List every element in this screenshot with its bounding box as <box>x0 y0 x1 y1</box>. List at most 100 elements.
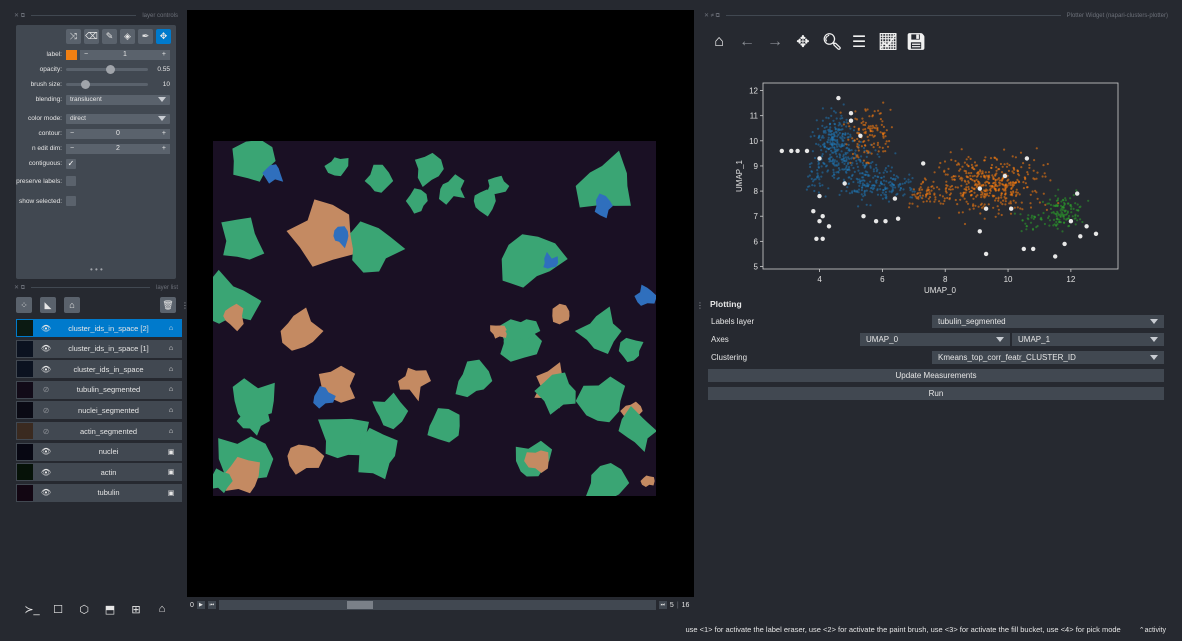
eye-icon[interactable]: 👁︎ <box>40 488 52 498</box>
pan-icon[interactable]: ✥ <box>796 34 810 51</box>
activity-button[interactable]: ⌃activity <box>1139 626 1166 634</box>
layer-item[interactable]: 👁︎ tubulin ▣ <box>16 483 182 502</box>
clustering-select[interactable]: Kmeans_top_corr_featr_CLUSTER_ID <box>932 351 1164 364</box>
layer-controls-title: layer controls <box>142 12 178 19</box>
preserve-labels-checkbox[interactable] <box>66 176 76 186</box>
home-icon[interactable]: ⌂ <box>158 603 166 615</box>
step-back-icon[interactable]: ⏮ <box>207 601 216 609</box>
dock-splitter-handle[interactable]: • • • <box>90 265 103 274</box>
roll-dims-icon[interactable]: ⬡ <box>79 603 89 616</box>
color-mode-value: direct <box>70 115 86 122</box>
scatter-point <box>885 140 888 143</box>
home-icon[interactable]: ⌂ <box>714 33 724 50</box>
label-color-swatch[interactable] <box>66 49 77 60</box>
n-edit-dim-spinbox[interactable]: − 2 + <box>66 143 170 154</box>
delete-layer-icon[interactable]: 🗑 <box>160 297 176 313</box>
labels-layer-select[interactable]: tubulin_segmented <box>932 315 1164 328</box>
scatter-point <box>864 173 867 176</box>
umap-scatter-plot[interactable]: 4 6 8 10 12 5 6 7 8 9 10 11 12 UMAP_0 UMAP_1 <box>700 76 1172 306</box>
scatter-point <box>870 152 873 155</box>
new-points-layer-icon[interactable]: ⁘ <box>16 297 32 313</box>
layer-item[interactable]: 👁︎ cluster_ids_in_space [1] ⌂ <box>16 339 182 358</box>
eye-icon[interactable]: 👁︎ <box>40 323 52 333</box>
eye-off-icon[interactable]: ⊘ <box>42 405 50 415</box>
scatter-point <box>967 155 970 159</box>
scatter-point <box>1034 189 1037 192</box>
brush-size-thumb[interactable] <box>80 80 90 89</box>
console-icon[interactable]: ≻_ <box>24 603 40 616</box>
brush-size-track[interactable] <box>66 80 148 89</box>
scatter-point <box>872 146 875 149</box>
minus-icon[interactable]: − <box>70 130 75 137</box>
highlighted-point <box>826 224 832 229</box>
configure-subplots-icon[interactable]: ☰ <box>851 34 867 51</box>
dim-slider-thumb[interactable] <box>346 601 373 609</box>
blending-select[interactable]: translucent <box>66 94 170 105</box>
plus-icon[interactable]: + <box>161 130 166 137</box>
layer-item[interactable]: 👁︎ cluster_ids_in_space [2] ⌂ <box>16 319 182 337</box>
y-axis-select[interactable]: UMAP_1 <box>1012 333 1164 346</box>
eye-off-icon[interactable]: ⊘ <box>42 385 50 395</box>
eye-icon[interactable]: 👁︎ <box>40 467 52 477</box>
brush-size-slider[interactable]: 10 <box>66 80 170 89</box>
segmented-cells-image[interactable] <box>213 141 656 496</box>
eye-icon[interactable]: 👁︎ <box>40 447 52 457</box>
highlighted-point <box>814 236 819 241</box>
new-labels-layer-icon[interactable]: ⌂ <box>64 297 80 313</box>
contour-spinbox[interactable]: − 0 + <box>66 128 170 139</box>
contiguous-checkbox[interactable]: ✓ <box>66 158 76 169</box>
dim-max-value: 16 <box>681 601 690 609</box>
right-dock-splitter[interactable]: ⋮ <box>696 301 704 310</box>
scatter-point <box>987 178 990 181</box>
color-picker-icon[interactable]: ✒ <box>138 29 153 44</box>
back-arrow-icon[interactable]: ← <box>739 33 755 50</box>
layer-item[interactable]: ⊘ nuclei_segmented ⌂ <box>16 401 182 420</box>
left-dock-splitter[interactable]: ⋮ <box>181 301 189 310</box>
opacity-track[interactable] <box>66 65 148 74</box>
opacity-slider[interactable]: 0.55 <box>66 65 170 74</box>
eye-icon[interactable]: 👁︎ <box>40 364 52 374</box>
paint-brush-icon[interactable]: ✎ <box>102 29 117 44</box>
layer-item[interactable]: ⊘ tubulin_segmented ⌂ <box>16 380 182 399</box>
shuffle-colors-icon[interactable]: ⤨ <box>66 29 81 44</box>
minus-icon[interactable]: − <box>70 145 75 152</box>
dock-close-icon[interactable]: ✕ ⧉ <box>14 284 25 291</box>
run-button[interactable]: Run <box>708 387 1164 400</box>
grid-view-icon[interactable]: ⊞ <box>131 603 141 616</box>
save-figure-icon[interactable]: 💾︎ <box>906 34 927 51</box>
color-mode-select[interactable]: direct <box>66 113 170 124</box>
toggle-ndisplay-icon[interactable]: ☐ <box>53 603 63 616</box>
scatter-point <box>970 171 973 175</box>
eraser-icon[interactable]: ⌫ <box>84 29 99 44</box>
layer-item[interactable]: 👁︎ nuclei ▣ <box>16 442 182 461</box>
dim-slider-track[interactable] <box>218 600 656 610</box>
update-measurements-button[interactable]: Update Measurements <box>708 369 1164 382</box>
fill-bucket-icon[interactable]: ◈ <box>120 29 135 44</box>
dock-close-icon[interactable]: ✕ ≠ ⧉ <box>704 12 720 19</box>
forward-arrow-icon[interactable]: → <box>767 33 783 50</box>
layer-item[interactable]: 👁︎ actin ▣ <box>16 463 182 482</box>
opacity-thumb[interactable] <box>106 65 116 74</box>
x-axis-select[interactable]: UMAP_0 <box>860 333 1010 346</box>
viewer-canvas[interactable] <box>187 10 694 597</box>
eye-off-icon[interactable]: ⊘ <box>42 426 50 436</box>
layer-item[interactable]: 👁︎ cluster_ids_in_space ⌂ <box>16 360 182 379</box>
scatter-point <box>840 158 843 161</box>
zoom-icon[interactable]: 🔍︎ <box>822 34 843 51</box>
layer-item[interactable]: ⊘ actin_segmented ⌂ <box>16 422 182 440</box>
minus-icon[interactable]: − <box>84 51 89 58</box>
dock-close-icon[interactable]: ✕ ⧉ <box>14 12 25 19</box>
step-forward-icon[interactable]: ⏭ <box>658 601 667 609</box>
pan-zoom-icon[interactable]: ✥ <box>156 29 171 44</box>
plus-icon[interactable]: + <box>161 51 166 58</box>
show-selected-checkbox[interactable] <box>66 196 76 206</box>
transpose-dims-icon[interactable]: ⬒ <box>104 603 116 616</box>
new-shapes-layer-icon[interactable]: ◣ <box>40 297 56 313</box>
edit-axis-icon[interactable]: 📈︎ <box>878 34 899 51</box>
scatter-point <box>1056 223 1059 226</box>
eye-icon[interactable]: 👁︎ <box>40 344 52 354</box>
label-spinbox[interactable]: − 1 + <box>80 49 170 60</box>
scatter-point <box>845 118 848 121</box>
play-icon[interactable]: ▶ <box>196 601 205 609</box>
plus-icon[interactable]: + <box>161 145 166 152</box>
